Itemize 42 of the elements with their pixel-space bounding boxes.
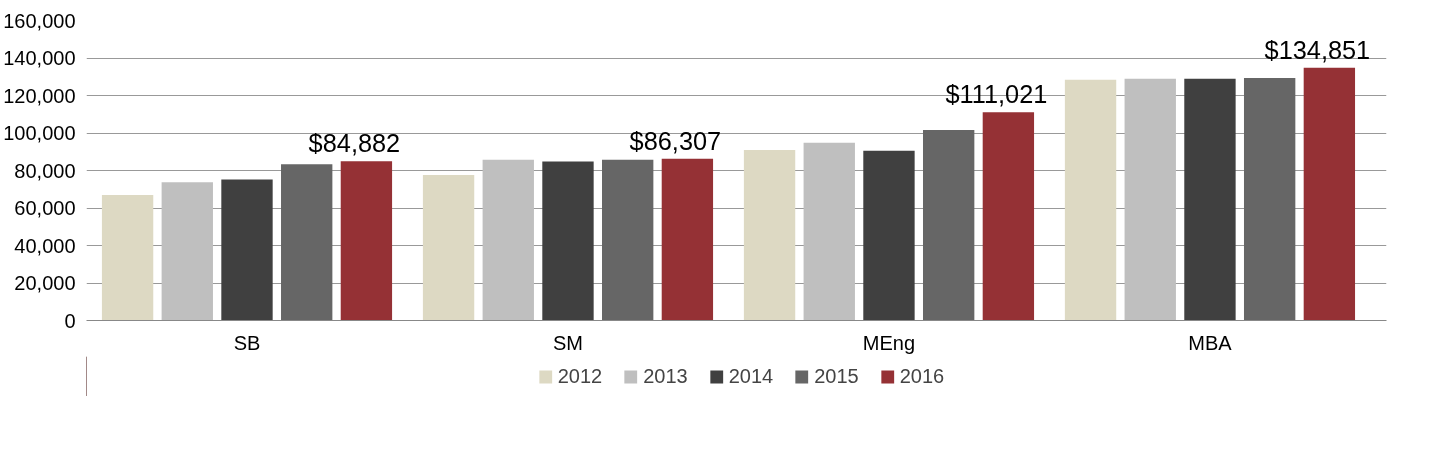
bar xyxy=(1064,79,1117,321)
bar xyxy=(340,161,393,321)
legend-label: 2014 xyxy=(728,364,774,388)
data-label: $111,021 xyxy=(945,80,1048,109)
bar xyxy=(803,142,855,321)
bar xyxy=(1243,78,1296,321)
bar xyxy=(221,179,273,321)
bar xyxy=(1184,78,1236,321)
y-tick-label: 80,000 xyxy=(14,159,76,182)
bar xyxy=(661,158,714,321)
bar xyxy=(743,149,796,321)
legend-label: 2016 xyxy=(899,364,945,388)
legend-label: 2012 xyxy=(557,364,603,388)
data-label: $134,851 xyxy=(1264,35,1371,64)
bar xyxy=(422,175,475,321)
y-tick-label: 160,000 xyxy=(3,9,76,32)
data-label: $86,307 xyxy=(629,126,722,155)
bar xyxy=(1124,78,1176,321)
data-label: $84,882 xyxy=(308,129,401,158)
bar xyxy=(161,182,213,321)
x-tick-label: SB xyxy=(233,331,261,354)
bar xyxy=(482,159,534,321)
bar xyxy=(863,150,915,321)
x-tick-label: SM xyxy=(552,331,583,354)
bar xyxy=(1303,67,1356,321)
y-tick-label: 100,000 xyxy=(3,122,76,144)
y-tick-label: 60,000 xyxy=(14,197,76,219)
x-tick-label: MBA xyxy=(1188,331,1233,354)
x-tick-label: MEng xyxy=(862,331,916,354)
bar xyxy=(542,161,594,321)
bar xyxy=(101,194,154,321)
bar xyxy=(281,164,333,321)
y-tick-label: 40,000 xyxy=(14,234,76,257)
legend-label: 2013 xyxy=(643,364,688,388)
y-tick-label: 0 xyxy=(64,309,76,332)
bar xyxy=(922,130,975,321)
bar xyxy=(602,159,654,321)
y-tick-label: 140,000 xyxy=(3,47,76,69)
y-tick-label: 20,000 xyxy=(14,272,76,294)
legend-label: 2015 xyxy=(814,364,859,388)
y-tick-label: 120,000 xyxy=(3,84,76,107)
bar xyxy=(982,112,1035,321)
